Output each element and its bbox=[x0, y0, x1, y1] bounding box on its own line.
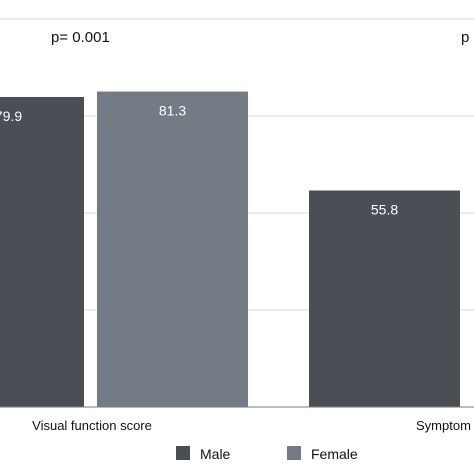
legend-label: Male bbox=[200, 446, 231, 462]
legend-label: Female bbox=[311, 446, 358, 462]
bar-male-1 bbox=[309, 190, 460, 407]
category-label: Visual function score bbox=[32, 418, 152, 433]
category-label: Symptom bbox=[416, 418, 471, 433]
bars: 79.9 55.8 81.3 bbox=[0, 91, 460, 407]
p-value-label: p= 0.001 bbox=[51, 29, 110, 46]
legend: Male Female bbox=[176, 446, 358, 462]
p-value-annotations: p= 0.001 p bbox=[51, 29, 469, 46]
legend-swatch-female bbox=[287, 446, 301, 460]
bar-male-0 bbox=[0, 96, 84, 407]
data-label: 79.9 bbox=[0, 108, 22, 124]
data-label: 81.3 bbox=[159, 103, 186, 119]
p-value-label: p bbox=[461, 29, 469, 46]
category-labels: Visual function score Symptom bbox=[32, 418, 471, 433]
legend-swatch-male bbox=[176, 446, 190, 460]
bar-female-0 bbox=[97, 91, 248, 407]
data-label: 55.8 bbox=[371, 201, 398, 217]
